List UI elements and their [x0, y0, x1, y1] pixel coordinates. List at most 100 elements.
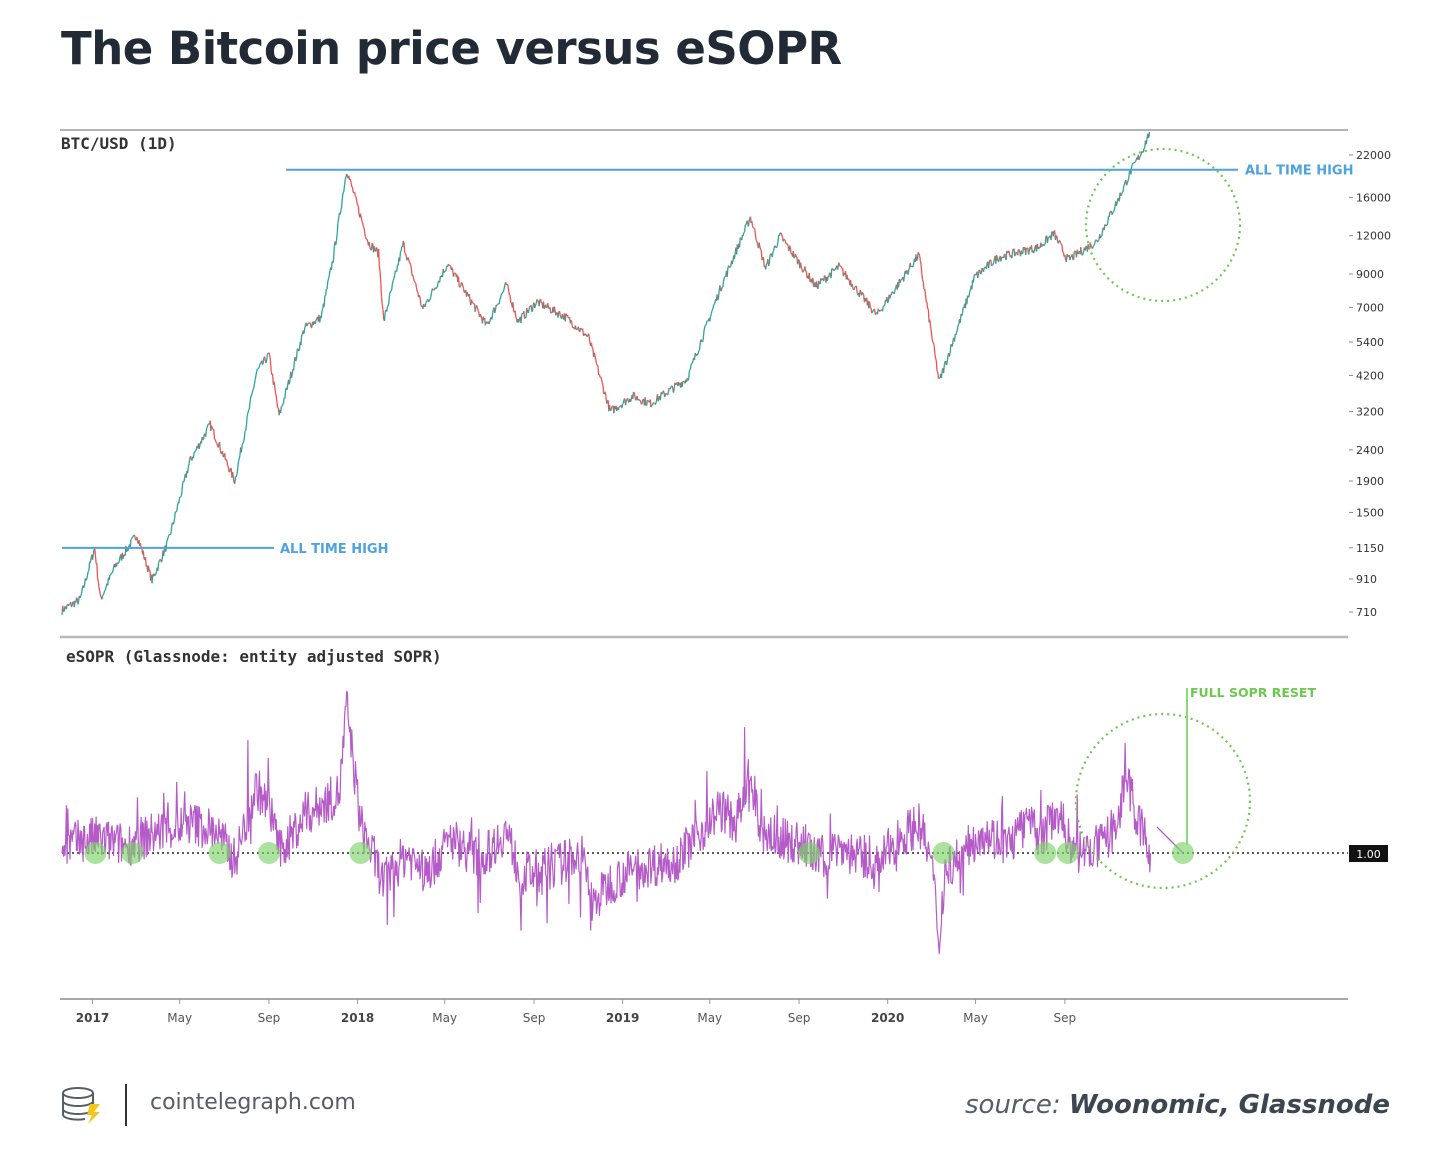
- price-segment: [183, 476, 186, 482]
- price-segment: [943, 361, 946, 366]
- price-segment: [202, 433, 205, 440]
- price-segment: [1025, 247, 1028, 256]
- price-segment: [133, 535, 136, 539]
- price-segment: [681, 381, 684, 387]
- price-segment: [313, 320, 316, 324]
- footer-site-link[interactable]: cointelegraph.com: [150, 1090, 356, 1115]
- price-segment: [520, 314, 523, 324]
- price-segment: [553, 306, 556, 312]
- price-y-tick-label: 9000: [1356, 268, 1384, 281]
- price-segment: [158, 559, 161, 562]
- price-segment: [425, 301, 428, 304]
- price-segment: [1131, 164, 1134, 167]
- price-segment: [701, 339, 704, 342]
- price-segment: [894, 287, 897, 291]
- price-segment: [922, 281, 925, 290]
- price-segment: [1105, 224, 1107, 227]
- price-segment: [131, 537, 133, 539]
- price-segment: [1011, 251, 1014, 259]
- reset-markers: [84, 842, 1194, 864]
- price-segment: [639, 399, 642, 403]
- price-segment: [86, 575, 89, 580]
- price-segment: [796, 259, 799, 265]
- price-segment: [559, 314, 562, 318]
- price-segment: [359, 213, 362, 218]
- price-segment: [800, 266, 803, 270]
- price-segment: [765, 263, 768, 270]
- price-segment: [64, 606, 67, 609]
- price-segment: [459, 285, 462, 288]
- price-segment: [1150, 126, 1151, 127]
- price-segment: [792, 250, 795, 259]
- price-segment: [88, 561, 91, 571]
- price-segment: [198, 444, 201, 450]
- price-segment: [929, 325, 932, 332]
- price-segment: [404, 253, 407, 257]
- price-segment: [710, 310, 713, 314]
- price-segment: [826, 276, 829, 281]
- price-segment: [773, 246, 776, 251]
- price-segment: [288, 379, 291, 385]
- price-segment: [362, 222, 365, 227]
- price-segment: [108, 574, 111, 581]
- price-segment: [75, 597, 78, 603]
- price-segment: [295, 348, 298, 359]
- price-segment: [887, 300, 890, 304]
- price-segment: [1139, 154, 1142, 157]
- price-segment: [1043, 243, 1046, 246]
- price-segment: [957, 323, 960, 326]
- footer-divider: [125, 1084, 127, 1126]
- price-segment: [85, 579, 88, 581]
- price-segment: [194, 450, 197, 453]
- price-segment: [608, 404, 611, 411]
- sopr-reset-marker: [349, 842, 372, 864]
- price-segment: [92, 549, 95, 556]
- price-segment: [248, 401, 251, 410]
- price-segment: [357, 204, 359, 207]
- price-segment: [950, 343, 953, 346]
- price-segment: [987, 261, 990, 269]
- price-segment: [1106, 223, 1109, 226]
- price-segment: [760, 249, 762, 251]
- price-segment: [335, 240, 338, 246]
- price-segment: [719, 285, 722, 291]
- price-segment: [977, 273, 980, 279]
- price-segment: [665, 392, 668, 395]
- price-segment: [354, 192, 357, 197]
- price-segment: [667, 392, 669, 396]
- price-y-tick-label: 710: [1356, 606, 1377, 619]
- price-segment: [711, 309, 714, 312]
- price-segment: [588, 336, 591, 344]
- price-segment: [728, 266, 731, 269]
- price-segment: [621, 403, 624, 409]
- price-segment: [1051, 231, 1053, 233]
- price-segment: [1074, 250, 1077, 253]
- price-segment: [1101, 229, 1104, 236]
- price-segment: [1027, 250, 1030, 255]
- price-segment: [942, 365, 945, 374]
- price-segment: [733, 252, 736, 260]
- price-segment: [929, 319, 932, 326]
- reset-highlight-circle: [1074, 712, 1252, 890]
- price-segment: [321, 308, 324, 312]
- price-segment: [494, 309, 497, 314]
- price-segment: [375, 247, 378, 250]
- price-segment: [881, 305, 884, 312]
- price-segment: [244, 429, 247, 432]
- source-names: Woonomic, Glassnode: [1068, 1090, 1390, 1120]
- price-segment: [232, 477, 235, 483]
- price-segment: [491, 309, 494, 314]
- price-segment: [491, 312, 494, 320]
- price-segment: [251, 389, 254, 393]
- price-segment: [102, 594, 104, 596]
- price-segment: [496, 304, 499, 306]
- price-segment: [722, 281, 725, 288]
- price-segment: [567, 317, 570, 319]
- price-segment: [354, 195, 357, 198]
- price-segment: [698, 349, 701, 352]
- price-segment: [188, 458, 191, 464]
- price-segment: [404, 252, 406, 254]
- price-segment: [1048, 235, 1051, 238]
- price-segment: [839, 265, 841, 267]
- price-segment: [538, 299, 541, 307]
